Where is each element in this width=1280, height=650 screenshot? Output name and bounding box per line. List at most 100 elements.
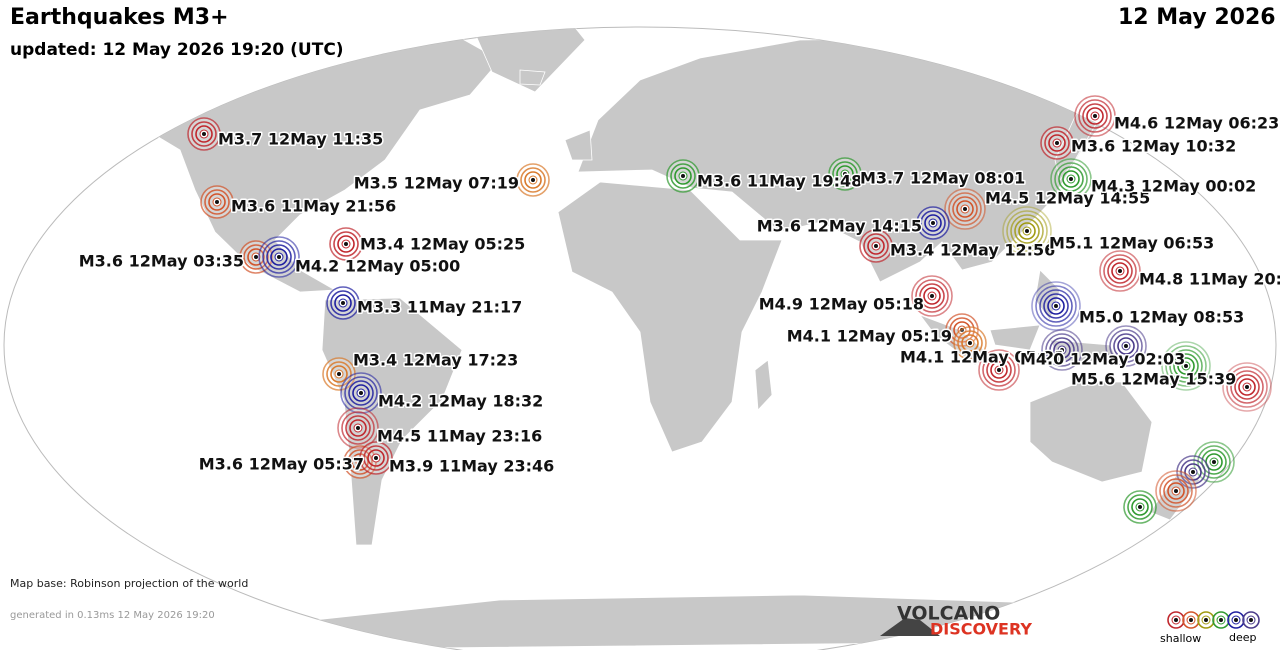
marker-dot xyxy=(359,391,363,395)
marker-ring xyxy=(345,415,371,441)
marker-dot xyxy=(202,132,206,136)
marker-ring xyxy=(195,125,213,143)
marker-ring xyxy=(1163,478,1189,504)
marker-dot xyxy=(931,221,935,225)
marker-ring xyxy=(1078,99,1112,133)
marker-ring xyxy=(863,233,889,259)
marker-ring xyxy=(982,353,1016,387)
marker-ring xyxy=(243,244,269,270)
marker-ring xyxy=(1117,337,1135,355)
marker-ring xyxy=(326,361,352,387)
marker-ring xyxy=(349,419,367,437)
logo-icon xyxy=(880,618,940,636)
quake-label: M3.3 11May 21:17 xyxy=(357,298,522,317)
marker-dot xyxy=(344,242,348,246)
marker-dot xyxy=(681,174,685,178)
marker-dot xyxy=(1174,618,1178,622)
labels: M3.7 12May 11:35 M3.6 11May 21:56 M3.5 12M… xyxy=(77,112,1280,477)
marker-dot xyxy=(1212,460,1216,464)
marker-ring xyxy=(1167,482,1185,500)
marker-ring xyxy=(1159,474,1193,508)
marker-dot xyxy=(277,255,281,259)
map-base: Map base: Robinson projection of the wor… xyxy=(10,577,248,590)
marker-dot xyxy=(1184,364,1188,368)
marker-dot xyxy=(1204,618,1208,622)
marker-dot xyxy=(1245,385,1249,389)
marker-dot xyxy=(374,456,378,460)
marker-ring xyxy=(363,445,389,471)
marker-ring xyxy=(1006,210,1048,252)
quake-label: M4.1 12May 05:19 xyxy=(787,327,952,346)
marker-ring xyxy=(1086,107,1104,125)
marker-dot xyxy=(1093,114,1097,118)
marker-ring xyxy=(191,121,217,147)
marker-ring xyxy=(1226,366,1268,408)
marker-ring xyxy=(347,449,373,475)
quake-label: M3.6 12May 05:37 xyxy=(199,455,364,474)
legend xyxy=(1167,611,1260,629)
marker-dot xyxy=(1234,618,1238,622)
marker-ring xyxy=(1047,297,1065,315)
marker-ring xyxy=(990,361,1008,379)
marker-ring xyxy=(1014,218,1040,244)
marker-ring xyxy=(1238,378,1256,396)
quake-label: M3.4 12May 17:23 xyxy=(353,351,518,370)
marker-ring xyxy=(1165,345,1207,387)
quake-label: M4.9 12May 05:18 xyxy=(759,295,924,314)
quake-label: M3.9 11May 23:46 xyxy=(389,457,554,476)
marker-dot xyxy=(1069,177,1073,181)
marker-ring xyxy=(1058,166,1084,192)
marker-ring xyxy=(1048,134,1066,152)
marker-ring xyxy=(1127,494,1153,520)
marker-dot xyxy=(930,294,934,298)
marker-dot xyxy=(843,172,847,176)
marker-ring xyxy=(923,287,941,305)
quake-label: M5.0 12May 08:53 xyxy=(1079,308,1244,327)
marker-ring xyxy=(1062,170,1080,188)
quake-label: M4.5 11May 23:16 xyxy=(377,427,542,446)
quake-label: M3.6 11May 19:48 xyxy=(697,172,862,191)
marker-ring xyxy=(1107,258,1133,284)
date: 12 May 2026 xyxy=(1118,5,1276,30)
quake-label: M4.5 12May 14:55 xyxy=(985,189,1150,208)
marker-dot xyxy=(1249,618,1253,622)
legend-deep: deep xyxy=(1229,631,1257,644)
marker-dot xyxy=(1025,229,1029,233)
marker-ring xyxy=(1131,498,1149,516)
marker-ring xyxy=(1111,262,1129,280)
marker-ring xyxy=(1230,370,1264,404)
marker-ring xyxy=(208,193,226,211)
marker-dot xyxy=(1054,304,1058,308)
marker-ring xyxy=(867,237,885,255)
marker-ring xyxy=(1018,222,1036,240)
marker-ring xyxy=(1053,341,1071,359)
marker-ring xyxy=(961,334,979,352)
marker-ring xyxy=(674,167,692,185)
marker-dot xyxy=(1060,348,1064,352)
quake-label: M4.6 12May 06:23 xyxy=(1114,114,1279,133)
marker-ring xyxy=(1201,449,1227,475)
marker-ring xyxy=(348,380,374,406)
marker-ring xyxy=(333,231,359,257)
quake-label: M3.4 12May 12:56 xyxy=(890,241,1055,260)
marker-ring xyxy=(330,290,356,316)
quake-label: M5.1 12May 06:53 xyxy=(1049,234,1214,253)
quake-label: M3.7 12May 11:35 xyxy=(218,130,383,149)
marker-ring xyxy=(670,163,696,189)
marker-ring xyxy=(956,200,974,218)
marker-dot xyxy=(356,426,360,430)
marker-ring xyxy=(1197,445,1231,479)
marker-ring xyxy=(1173,353,1199,379)
marker-dot xyxy=(215,200,219,204)
marker-dot xyxy=(1124,344,1128,348)
quake-label: M3.6 11May 21:56 xyxy=(231,197,396,216)
marker-dot xyxy=(1118,269,1122,273)
marker-ring xyxy=(1035,285,1077,327)
marker-ring xyxy=(341,411,375,445)
quake-label: M4.0 12May 02:03 xyxy=(1020,350,1185,369)
marker-dot xyxy=(337,372,341,376)
marker-ring xyxy=(204,189,230,215)
quake-label: M5.6 12May 15:39 xyxy=(1071,370,1236,389)
quake-label: M3.6 12May 14:15 xyxy=(757,217,922,236)
